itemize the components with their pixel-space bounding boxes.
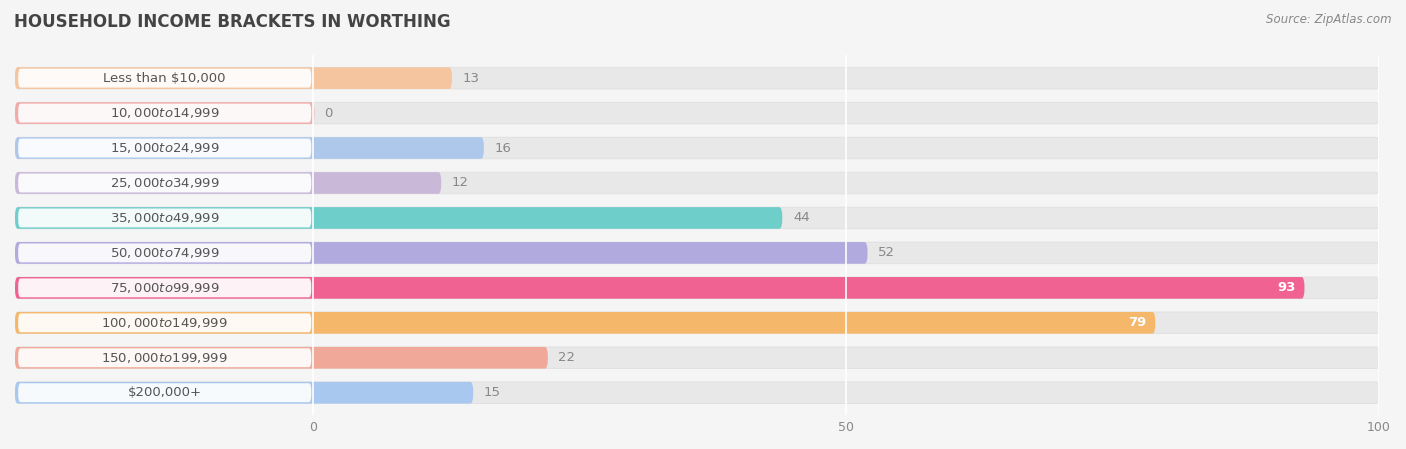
Text: $35,000 to $49,999: $35,000 to $49,999	[110, 211, 219, 225]
FancyBboxPatch shape	[15, 347, 548, 369]
FancyBboxPatch shape	[18, 383, 311, 402]
FancyBboxPatch shape	[15, 67, 1379, 89]
Text: 22: 22	[558, 351, 575, 364]
Text: 13: 13	[463, 72, 479, 84]
Text: 93: 93	[1278, 282, 1296, 295]
Text: 44: 44	[793, 211, 810, 224]
Text: 79: 79	[1129, 316, 1147, 329]
FancyBboxPatch shape	[15, 172, 1379, 194]
FancyBboxPatch shape	[15, 207, 782, 229]
Text: $15,000 to $24,999: $15,000 to $24,999	[110, 141, 219, 155]
Text: Source: ZipAtlas.com: Source: ZipAtlas.com	[1267, 13, 1392, 26]
FancyBboxPatch shape	[15, 312, 1156, 334]
FancyBboxPatch shape	[18, 174, 311, 193]
FancyBboxPatch shape	[15, 312, 1379, 334]
Text: $75,000 to $99,999: $75,000 to $99,999	[110, 281, 219, 295]
FancyBboxPatch shape	[18, 139, 311, 158]
FancyBboxPatch shape	[15, 102, 1379, 124]
FancyBboxPatch shape	[15, 137, 1379, 159]
Text: 12: 12	[451, 176, 470, 189]
FancyBboxPatch shape	[15, 277, 1379, 299]
FancyBboxPatch shape	[18, 104, 311, 123]
FancyBboxPatch shape	[15, 207, 1379, 229]
FancyBboxPatch shape	[18, 348, 311, 367]
FancyBboxPatch shape	[15, 347, 1379, 369]
FancyBboxPatch shape	[15, 242, 868, 264]
Text: $50,000 to $74,999: $50,000 to $74,999	[110, 246, 219, 260]
Text: $25,000 to $34,999: $25,000 to $34,999	[110, 176, 219, 190]
FancyBboxPatch shape	[15, 67, 451, 89]
Text: 52: 52	[879, 247, 896, 260]
Text: 15: 15	[484, 386, 501, 399]
Text: $100,000 to $149,999: $100,000 to $149,999	[101, 316, 228, 330]
Text: $150,000 to $199,999: $150,000 to $199,999	[101, 351, 228, 365]
Text: Less than $10,000: Less than $10,000	[104, 72, 226, 84]
FancyBboxPatch shape	[15, 277, 1305, 299]
FancyBboxPatch shape	[18, 313, 311, 332]
FancyBboxPatch shape	[15, 102, 315, 124]
Text: 16: 16	[495, 141, 512, 154]
FancyBboxPatch shape	[15, 382, 474, 404]
FancyBboxPatch shape	[18, 278, 311, 297]
Text: HOUSEHOLD INCOME BRACKETS IN WORTHING: HOUSEHOLD INCOME BRACKETS IN WORTHING	[14, 13, 451, 31]
FancyBboxPatch shape	[18, 208, 311, 227]
FancyBboxPatch shape	[15, 137, 484, 159]
FancyBboxPatch shape	[18, 69, 311, 88]
FancyBboxPatch shape	[18, 243, 311, 262]
Text: 0: 0	[323, 106, 332, 119]
Text: $200,000+: $200,000+	[128, 386, 201, 399]
FancyBboxPatch shape	[15, 172, 441, 194]
Text: $10,000 to $14,999: $10,000 to $14,999	[110, 106, 219, 120]
FancyBboxPatch shape	[15, 242, 1379, 264]
FancyBboxPatch shape	[15, 382, 1379, 404]
